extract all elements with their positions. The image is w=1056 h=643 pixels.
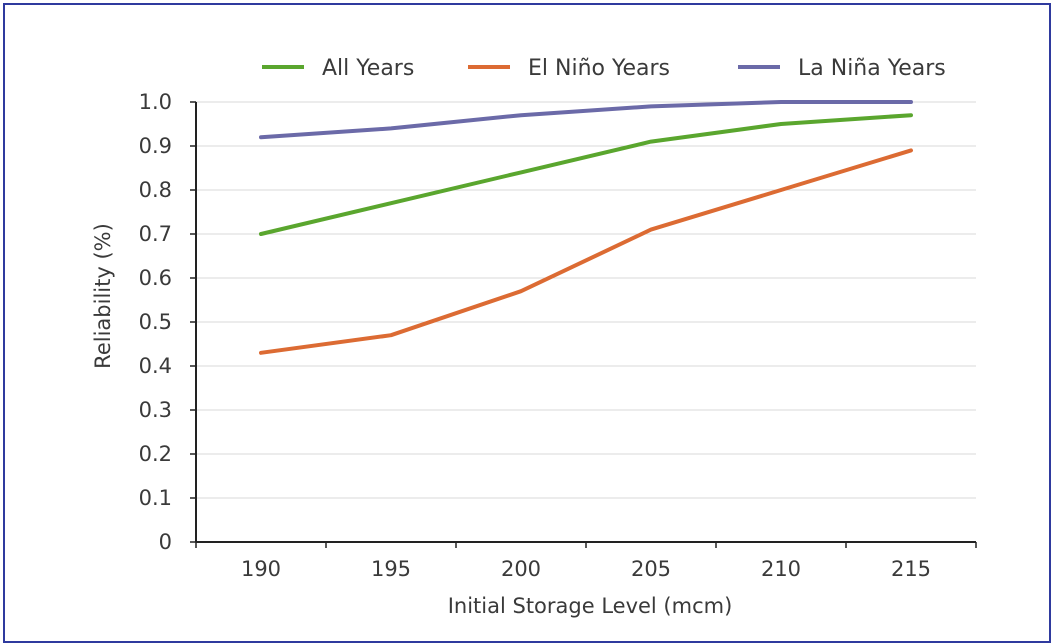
legend: All Years El Niño Years La Niña Years	[262, 56, 946, 81]
y-tick-label: 0.5	[139, 310, 172, 334]
y-axis-title: Reliability (%)	[91, 223, 115, 369]
series-line-2	[259, 148, 913, 355]
gridlines	[196, 101, 976, 499]
y-tick-label: 0	[159, 530, 172, 554]
series-line-3	[259, 100, 913, 140]
y-tick-label: 0.7	[139, 222, 172, 246]
x-tick-labels: 190 195 200 205 210 215	[195, 542, 977, 581]
y-tick-label: 0.8	[139, 178, 172, 202]
chart-frame	[3, 3, 1051, 643]
x-tick-label: 210	[761, 557, 801, 581]
y-tick-labels: 0 0.1 0.2 0.3 0.4 0.5 0.6 0.7 0.8 0.9 1.0	[139, 90, 196, 554]
x-tick-label: 195	[371, 557, 411, 581]
y-tick-label: 1.0	[139, 90, 172, 114]
legend-label: La Niña Years	[798, 56, 946, 81]
series-lines	[259, 100, 913, 355]
legend-label: All Years	[322, 56, 414, 81]
x-tick-label: 190	[241, 557, 281, 581]
x-tick-label: 205	[631, 557, 671, 581]
y-tick-label: 0.9	[139, 134, 172, 158]
x-tick-label: 200	[501, 557, 541, 581]
x-axis-title: Initial Storage Level (mcm)	[448, 594, 733, 618]
y-tick-label: 0.6	[139, 266, 172, 290]
legend-label: El Niño Years	[528, 56, 670, 81]
y-tick-label: 0.2	[139, 442, 172, 466]
x-tick-label: 215	[891, 557, 931, 581]
y-tick-label: 0.1	[139, 486, 172, 510]
y-tick-label: 0.3	[139, 398, 172, 422]
series-line-1	[259, 113, 913, 236]
y-tick-label: 0.4	[139, 354, 172, 378]
